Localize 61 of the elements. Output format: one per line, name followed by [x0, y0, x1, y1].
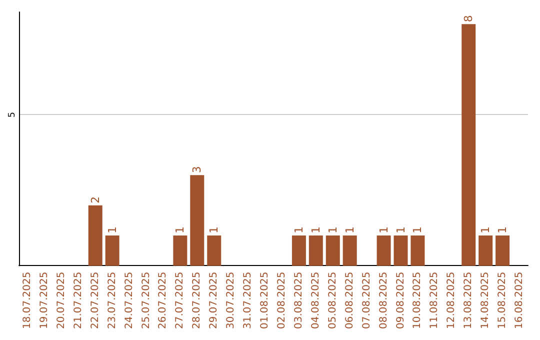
data-label: 1 — [411, 226, 424, 234]
x-tick-label: 07.08.2025 — [361, 272, 372, 330]
x-tick-label: 11.08.2025 — [429, 272, 440, 330]
bar — [88, 205, 102, 266]
data-label: 1 — [208, 226, 221, 234]
x-tick-label: 19.07.2025 — [38, 272, 50, 330]
bar — [342, 236, 357, 266]
x-tick-label: 15.08.2025 — [497, 272, 508, 330]
x-tick-label: 21.07.2025 — [72, 272, 84, 330]
bar — [410, 236, 425, 266]
data-label: 1 — [343, 226, 356, 234]
x-tick-label: 23.07.2025 — [106, 272, 118, 330]
bar — [394, 236, 408, 266]
x-tick-label: 02.08.2025 — [276, 272, 288, 330]
x-tick-label: 09.08.2025 — [395, 272, 406, 330]
data-label: 1 — [292, 226, 306, 234]
x-tick-label: 14.08.2025 — [480, 272, 492, 330]
data-label: 1 — [174, 226, 187, 234]
x-tick-label: 13.08.2025 — [463, 272, 474, 330]
x-tick-label: 28.07.2025 — [192, 272, 203, 330]
data-label: 1 — [377, 226, 390, 234]
bar — [478, 236, 493, 266]
data-label: 1 — [394, 226, 408, 234]
x-tick-label: 31.07.2025 — [242, 272, 254, 330]
y-tick-label: 5 — [8, 112, 18, 118]
x-tick-label: 04.08.2025 — [310, 272, 322, 330]
bar — [105, 236, 120, 266]
bar — [190, 175, 204, 266]
x-tick-label: 12.08.2025 — [446, 272, 458, 330]
data-label: 3 — [190, 166, 204, 174]
bar — [376, 236, 391, 266]
data-label: 1 — [106, 226, 119, 234]
bar — [308, 236, 323, 266]
x-tick-label: 26.07.2025 — [158, 272, 169, 330]
bar — [207, 236, 222, 266]
x-tick-label: 30.07.2025 — [226, 272, 237, 330]
data-label: 1 — [496, 226, 510, 234]
x-tick-label: 01.08.2025 — [260, 272, 271, 330]
x-tick-label: 27.07.2025 — [174, 272, 186, 330]
data-label: 8 — [462, 15, 476, 22]
x-tick-label: 08.08.2025 — [378, 272, 390, 330]
x-tick-label: 29.07.2025 — [208, 272, 220, 330]
x-tick-label: 24.07.2025 — [124, 272, 135, 330]
bar — [462, 24, 476, 266]
data-label: 1 — [326, 226, 340, 234]
x-tick-label: 03.08.2025 — [293, 272, 304, 330]
x-tick-label: 05.08.2025 — [327, 272, 338, 330]
x-tick-label: 22.07.2025 — [90, 272, 101, 330]
x-tick-label: 16.08.2025 — [514, 272, 526, 330]
bar — [326, 236, 340, 266]
bar — [496, 236, 510, 266]
data-label: 1 — [479, 226, 492, 234]
x-tick-label: 18.07.2025 — [22, 272, 33, 330]
bar — [292, 236, 306, 266]
x-tick-label: 06.08.2025 — [344, 272, 356, 330]
data-label: 1 — [309, 226, 322, 234]
x-tick-label: 25.07.2025 — [140, 272, 152, 330]
data-label: 2 — [88, 196, 102, 204]
bar — [173, 236, 188, 266]
x-tick-label: 20.07.2025 — [56, 272, 67, 330]
x-tick-label: 10.08.2025 — [412, 272, 424, 330]
